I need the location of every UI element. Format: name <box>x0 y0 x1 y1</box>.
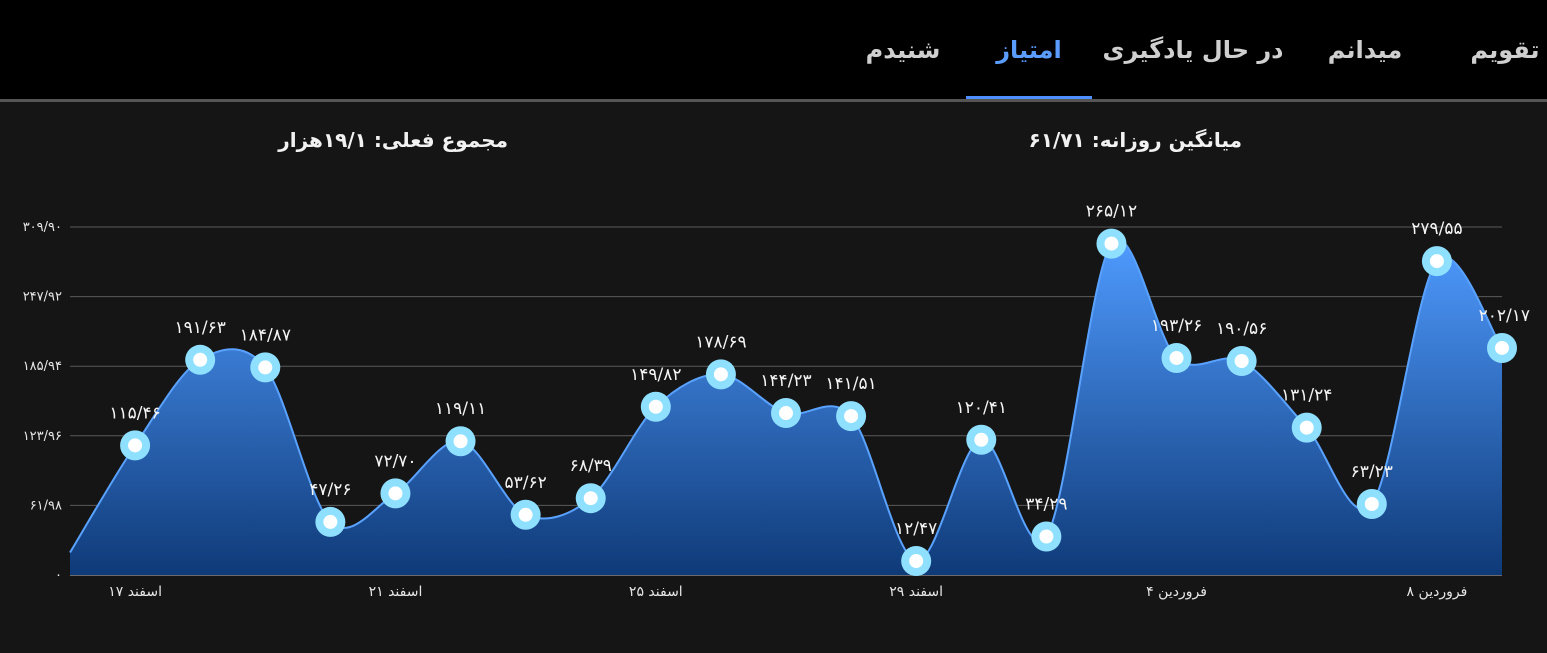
total-stat: مجموع فعلی: ۱۹/۱هزار <box>278 128 508 152</box>
area-fill <box>70 239 1502 575</box>
data-label: ۲۷۹/۵۵ <box>1411 219 1462 239</box>
active-tab-indicator <box>966 96 1092 100</box>
data-label: ۱۹۱/۶۳ <box>174 318 225 338</box>
y-tick-label: ۳۰۹/۹۰ <box>23 220 62 235</box>
data-point[interactable] <box>713 367 728 382</box>
data-point[interactable] <box>844 409 859 424</box>
data-point[interactable] <box>193 352 208 367</box>
data-label: ۱۹۰/۵۶ <box>1216 319 1267 339</box>
data-point[interactable] <box>388 486 403 501</box>
data-point[interactable] <box>974 432 989 447</box>
tab-learning[interactable]: در حال یادگیری <box>1102 36 1284 64</box>
data-point[interactable] <box>1169 350 1184 365</box>
data-label: ۲۰۲/۱۷ <box>1479 306 1530 326</box>
y-tick-label: ۲۴۷/۹۲ <box>23 290 62 305</box>
data-label: ۱۸۴/۸۷ <box>240 325 291 345</box>
data-label: ۱۹۳/۲۶ <box>1151 316 1202 336</box>
data-label: ۱۱۹/۱۱ <box>435 399 486 419</box>
data-point[interactable] <box>909 553 924 568</box>
data-label: ۷۲/۷۰ <box>374 451 416 471</box>
x-tick-label: ۲۱ اسفند <box>369 584 423 600</box>
data-point[interactable] <box>1039 529 1054 544</box>
data-label: ۱۱۵/۴۶ <box>109 403 160 423</box>
data-label: ۲۶۵/۱۲ <box>1086 202 1137 222</box>
data-point[interactable] <box>1364 496 1379 511</box>
tab-bar-divider <box>0 99 1547 102</box>
data-label: ۱۳۱/۲۴ <box>1281 386 1332 406</box>
y-tick-label: ۰ <box>55 568 62 583</box>
tab-bar: تقویم میدانم در حال یادگیری امتیاز شنیدم <box>0 0 1547 102</box>
data-label: ۱۲/۴۷ <box>895 519 937 539</box>
x-tick-label: ۱۷ اسفند <box>108 584 162 600</box>
data-point[interactable] <box>779 406 793 421</box>
x-tick-label: ۸ فروردین <box>1407 584 1468 600</box>
data-label: ۱۷۸/۶۹ <box>695 332 746 352</box>
x-tick-label: ۴ فروردین <box>1146 584 1207 600</box>
tab-know[interactable]: میدانم <box>1327 36 1403 64</box>
data-label: ۱۴۴/۲۳ <box>760 371 811 391</box>
data-point[interactable] <box>1234 354 1249 369</box>
data-point[interactable] <box>1299 420 1314 435</box>
data-label: ۴۷/۲۶ <box>309 480 351 500</box>
data-point[interactable] <box>648 399 663 414</box>
x-tick-label: ۲۵ اسفند <box>629 584 683 600</box>
data-point[interactable] <box>323 514 338 529</box>
data-label: ۶۸/۳۹ <box>570 456 612 476</box>
data-label: ۱۲۰/۴۱ <box>956 398 1007 418</box>
y-tick-label: ۱۸۵/۹۴ <box>23 359 62 374</box>
data-point[interactable] <box>128 438 143 453</box>
data-point[interactable] <box>518 507 533 522</box>
data-point[interactable] <box>1429 254 1444 269</box>
data-point[interactable] <box>258 360 273 375</box>
daily-average-stat: میانگین روزانه: ۶۱/۷۱ <box>1028 128 1242 152</box>
data-point[interactable] <box>583 491 598 506</box>
data-label: ۱۴۱/۵۱ <box>825 374 876 394</box>
y-tick-label: ۶۱/۹۸ <box>30 498 62 513</box>
data-label: ۶۳/۲۳ <box>1351 462 1393 482</box>
data-label: ۱۴۹/۸۲ <box>630 365 681 385</box>
y-tick-label: ۱۲۳/۹۶ <box>23 429 62 444</box>
data-label: ۳۴/۲۹ <box>1025 494 1067 514</box>
data-point[interactable] <box>1104 236 1119 251</box>
x-tick-label: ۲۹ اسفند <box>889 584 943 600</box>
tab-heard[interactable]: شنیدم <box>865 36 941 64</box>
data-point[interactable] <box>453 434 468 449</box>
data-point[interactable] <box>1495 340 1509 355</box>
tab-score[interactable]: امتیاز <box>996 36 1062 64</box>
tab-calendar[interactable]: تقویم <box>1470 36 1540 64</box>
data-label: ۵۳/۶۲ <box>505 473 547 493</box>
